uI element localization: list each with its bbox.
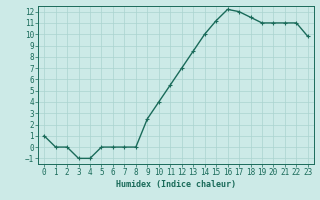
X-axis label: Humidex (Indice chaleur): Humidex (Indice chaleur) bbox=[116, 180, 236, 189]
